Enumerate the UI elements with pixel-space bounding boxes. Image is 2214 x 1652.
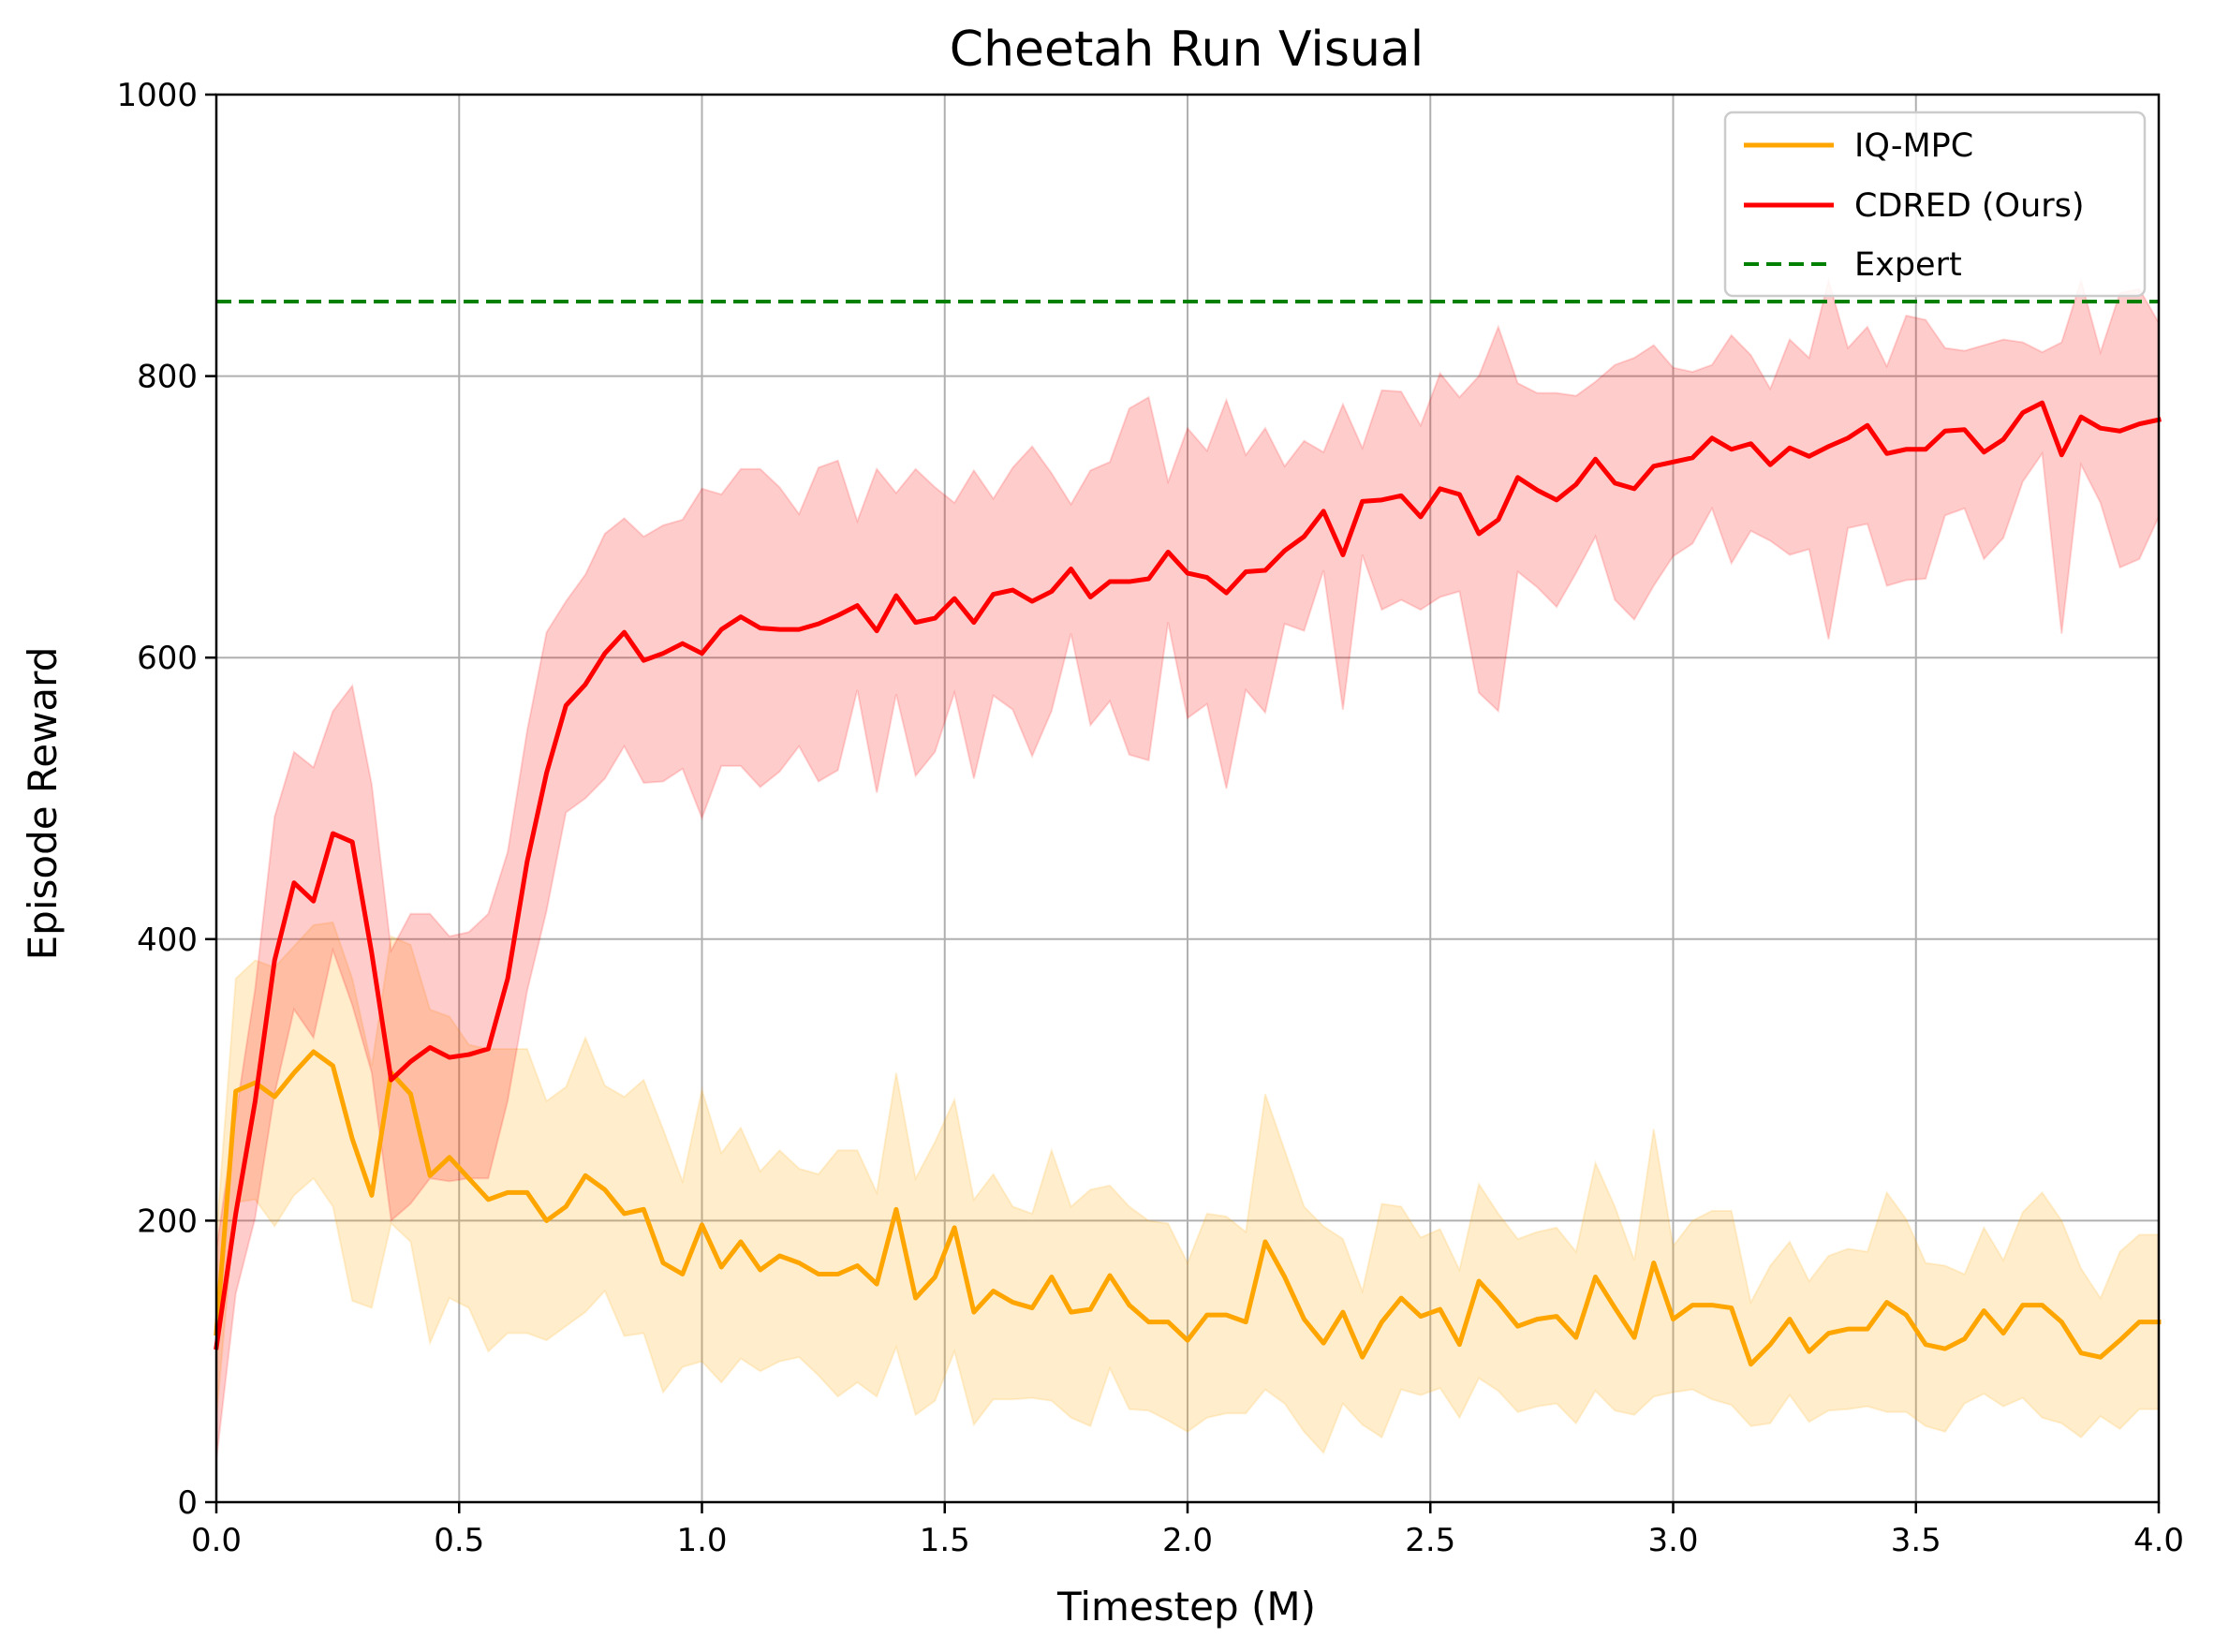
y-tick-label-5: 1000 [116, 77, 198, 114]
x-tick-label-4: 2.0 [1162, 1522, 1213, 1559]
y-axis-ticks: 0 200 400 600 800 1000 [116, 77, 216, 1522]
y-tick-label-2: 400 [137, 922, 198, 959]
x-axis-ticks: 0.0 0.5 1.0 1.5 2.0 2.5 3.0 3.5 4.0 [191, 1502, 2184, 1559]
y-tick-label-0: 0 [177, 1484, 198, 1522]
line-iq-mpc [214, 1049, 2162, 1367]
x-tick-label-7: 3.5 [1891, 1522, 1941, 1559]
series-lines [214, 400, 2162, 1367]
y-axis-label: Episode Reward [20, 647, 66, 961]
x-tick-label-1: 0.5 [434, 1522, 484, 1559]
legend: IQ-MPC CDRED (Ours) Expert [1723, 111, 2147, 298]
chart-title: Cheetah Run Visual [950, 22, 1424, 78]
legend-label-iq-mpc: IQ-MPC [1854, 127, 1973, 165]
x-tick-label-0: 0.0 [191, 1522, 242, 1559]
x-tick-label-3: 1.5 [920, 1522, 970, 1559]
x-axis-label: Timestep (M) [1056, 1584, 1316, 1630]
y-tick-label-4: 800 [137, 359, 198, 396]
y-tick-label-3: 600 [137, 640, 198, 677]
legend-label-cdred: CDRED (Ours) [1854, 187, 2085, 225]
line-cdred-ours [214, 400, 2162, 1350]
legend-box [1723, 111, 2147, 298]
x-tick-label-6: 3.0 [1647, 1522, 1698, 1559]
y-tick-label-1: 200 [137, 1202, 198, 1240]
x-tick-label-8: 4.0 [2133, 1522, 2184, 1559]
x-tick-label-5: 2.5 [1405, 1522, 1455, 1559]
x-tick-label-2: 1.0 [676, 1522, 727, 1559]
legend-label-expert: Expert [1854, 246, 1962, 284]
